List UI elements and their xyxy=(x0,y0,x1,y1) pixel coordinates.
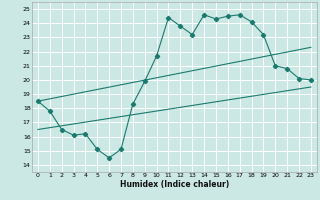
X-axis label: Humidex (Indice chaleur): Humidex (Indice chaleur) xyxy=(120,180,229,189)
